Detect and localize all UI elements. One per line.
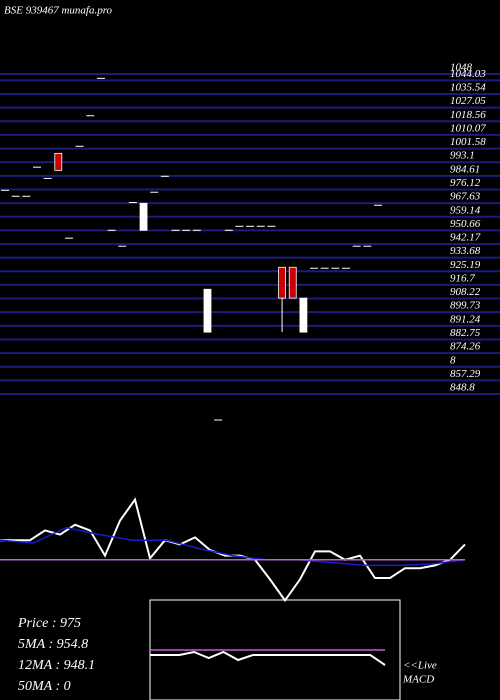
y-tick-label: 942.17 — [450, 232, 481, 244]
candle-body — [54, 152, 63, 171]
y-tick-label: 857.29 — [450, 368, 481, 380]
candle-body — [139, 202, 148, 231]
y-tick-label: 925.19 — [450, 259, 481, 271]
y-tick-label: 984.61 — [450, 163, 480, 175]
candle-body — [278, 266, 286, 299]
y-tick-label: 993.1 — [450, 150, 475, 162]
y-tick-label: 891.24 — [450, 313, 481, 325]
y-tick-label: 1010.07 — [450, 122, 486, 134]
candle-body — [299, 297, 308, 333]
y-tick-label: 882.75 — [450, 327, 481, 339]
y-tick-label: 1048 — [450, 62, 473, 74]
y-tick-label: 1001.58 — [450, 136, 486, 148]
y-tick-label: 848.8 — [450, 382, 475, 394]
y-tick-label: 933.68 — [450, 245, 481, 257]
y-tick-label: 899.73 — [450, 300, 481, 312]
series-line — [150, 650, 386, 666]
y-tick-label: 1035.54 — [450, 82, 486, 94]
y-tick-label: 959.14 — [450, 204, 481, 216]
y-tick-label: 908.22 — [450, 286, 481, 298]
stat-label: Price : 975 — [17, 616, 81, 631]
candle-body — [288, 266, 297, 299]
stat-label: 12MA : 948.1 — [18, 658, 95, 673]
chart-title: BSE 939467 munafa.pro — [4, 5, 113, 17]
y-tick-label: 8 — [450, 354, 456, 366]
y-tick-label: 1018.56 — [450, 109, 486, 121]
y-tick-label: 1027.05 — [450, 95, 486, 107]
stat-label: 5MA : 954.8 — [18, 637, 88, 652]
y-tick-label: 976.12 — [450, 177, 481, 189]
macd-label: MACD — [402, 674, 434, 686]
candle-body — [203, 288, 212, 333]
y-tick-label: 967.63 — [450, 191, 481, 203]
macd-label: <<Live — [403, 660, 437, 672]
y-tick-label: 950.66 — [450, 218, 481, 230]
stat-label: 50MA : 0 — [18, 679, 71, 694]
y-tick-label: 916.7 — [450, 272, 475, 284]
series-line — [0, 526, 466, 567]
y-tick-label: 1044.03 — [450, 68, 486, 80]
y-tick-label: 874.26 — [450, 341, 481, 353]
